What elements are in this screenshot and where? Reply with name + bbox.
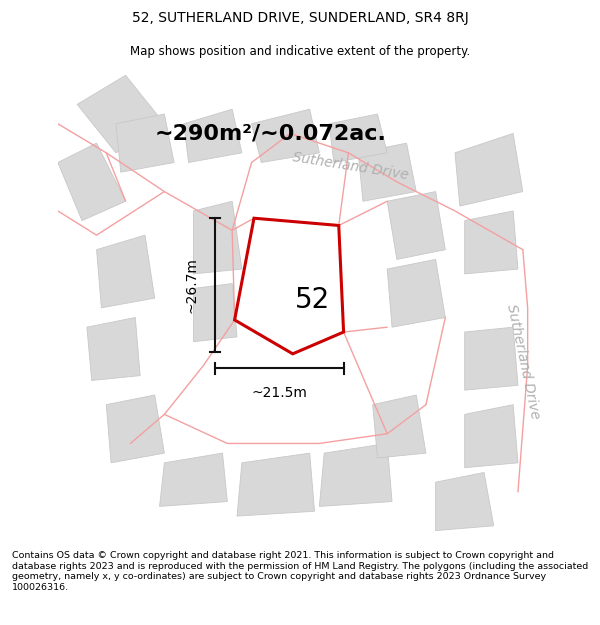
Polygon shape [77, 75, 164, 152]
Text: Contains OS data © Crown copyright and database right 2021. This information is : Contains OS data © Crown copyright and d… [12, 551, 588, 592]
Polygon shape [387, 191, 445, 259]
Polygon shape [251, 109, 319, 162]
Polygon shape [455, 133, 523, 206]
Polygon shape [387, 259, 445, 328]
Text: Sutherland Drive: Sutherland Drive [292, 150, 410, 182]
Text: 52: 52 [295, 286, 330, 314]
Polygon shape [116, 114, 174, 172]
Polygon shape [58, 143, 125, 221]
Polygon shape [235, 218, 344, 354]
Polygon shape [329, 114, 387, 162]
Polygon shape [87, 318, 140, 381]
Polygon shape [97, 235, 155, 308]
Polygon shape [464, 405, 518, 468]
Polygon shape [184, 109, 242, 162]
Polygon shape [464, 328, 518, 390]
Polygon shape [193, 201, 242, 274]
Polygon shape [106, 395, 164, 462]
Polygon shape [319, 444, 392, 506]
Polygon shape [464, 211, 518, 274]
Polygon shape [436, 472, 494, 531]
Text: ~26.7m: ~26.7m [185, 258, 199, 313]
Text: ~21.5m: ~21.5m [251, 386, 307, 399]
Polygon shape [358, 143, 416, 201]
Polygon shape [193, 284, 237, 342]
Text: Map shows position and indicative extent of the property.: Map shows position and indicative extent… [130, 45, 470, 58]
Text: ~290m²/~0.072ac.: ~290m²/~0.072ac. [155, 124, 386, 143]
Polygon shape [160, 453, 227, 506]
Polygon shape [373, 395, 426, 458]
Polygon shape [237, 453, 314, 516]
Text: 52, SUTHERLAND DRIVE, SUNDERLAND, SR4 8RJ: 52, SUTHERLAND DRIVE, SUNDERLAND, SR4 8R… [131, 11, 469, 26]
Text: Sutherland Drive: Sutherland Drive [504, 302, 542, 420]
